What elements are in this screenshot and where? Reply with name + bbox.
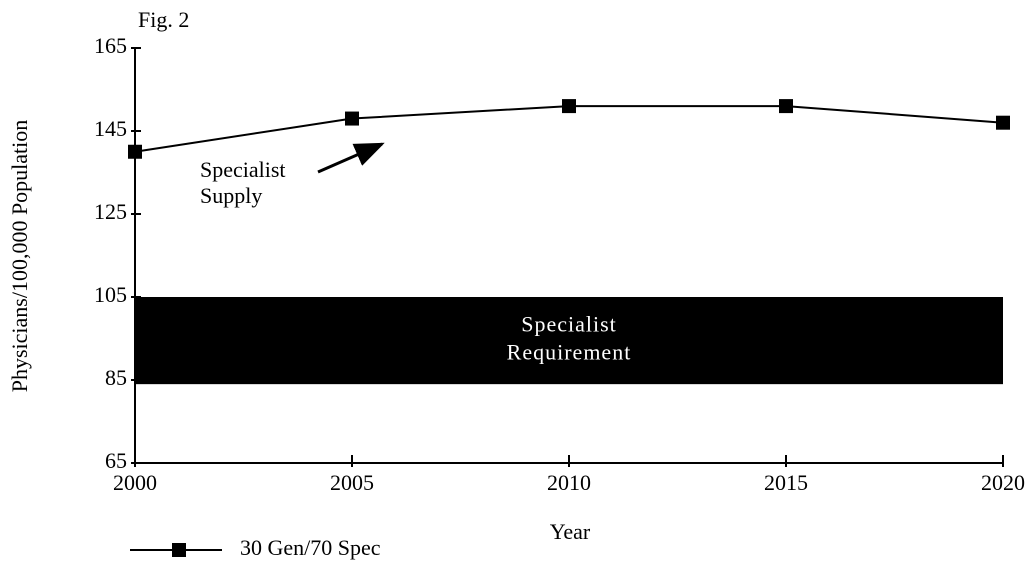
y-tick-label: 65 — [105, 448, 127, 473]
point-marker — [779, 99, 793, 114]
point-marker — [128, 144, 142, 159]
y-tick-label: 165 — [94, 33, 127, 58]
point-marker — [996, 115, 1010, 130]
chart-title: Fig. 2 — [138, 7, 189, 32]
legend-label: 30 Gen/70 Spec — [240, 535, 381, 560]
x-tick-label: 2000 — [113, 470, 157, 495]
x-tick-label: 2020 — [981, 470, 1025, 495]
x-tick-label: 2005 — [330, 470, 374, 495]
annotation-arrow — [317, 142, 385, 174]
y-tick-label: 85 — [105, 365, 127, 390]
y-tick-label: 125 — [94, 199, 127, 224]
x-tick-label: 2010 — [547, 470, 591, 495]
y-tick-label: 145 — [94, 116, 127, 141]
y-axis-label: Physicians/100,000 Population — [7, 120, 32, 393]
x-axis-label: Year — [550, 519, 591, 544]
point-marker — [345, 111, 359, 126]
requirement-band — [135, 297, 1003, 385]
y-tick-label: 105 — [94, 282, 127, 307]
band-label: Specialist — [521, 312, 617, 337]
supply-label: Specialist — [200, 157, 286, 182]
point-marker — [562, 99, 576, 114]
x-tick-label: 2015 — [764, 470, 808, 495]
supply-label: Supply — [200, 183, 262, 208]
legend-marker — [172, 543, 186, 557]
band-label: Requirement — [507, 340, 632, 365]
